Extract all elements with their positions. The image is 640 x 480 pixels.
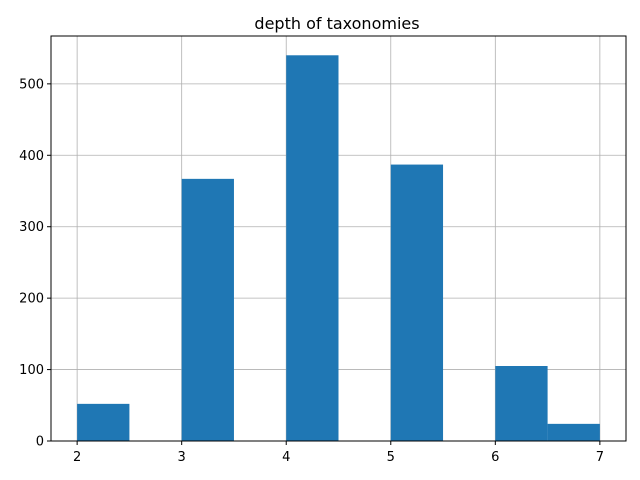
chart-title: depth of taxonomies xyxy=(254,14,419,33)
y-tick-label: 100 xyxy=(19,363,44,378)
histogram-bar xyxy=(181,178,234,441)
histogram-bar xyxy=(547,423,600,441)
axes: 2 3 4 5 6 7 0 100 200 300 400 500 xyxy=(19,35,627,465)
histogram-bar xyxy=(77,403,130,441)
y-tick-label: 200 xyxy=(19,292,44,307)
y-tick-label: 400 xyxy=(19,149,44,164)
plot-frame xyxy=(50,35,627,442)
x-tick-label: 4 xyxy=(282,450,290,465)
histogram-bar xyxy=(495,366,548,441)
y-tick-label: 0 xyxy=(36,435,44,450)
x-tick-label: 2 xyxy=(73,450,81,465)
histogram-bar xyxy=(390,164,444,442)
histogram-bars xyxy=(77,55,600,442)
histogram-bar xyxy=(286,55,339,442)
y-tick-label: 500 xyxy=(19,77,44,92)
x-tick-label: 6 xyxy=(491,450,499,465)
x-tick-label: 7 xyxy=(596,450,604,465)
y-tick-label: 300 xyxy=(19,220,44,235)
x-tick-label: 5 xyxy=(387,450,395,465)
x-tick-label: 3 xyxy=(178,450,186,465)
